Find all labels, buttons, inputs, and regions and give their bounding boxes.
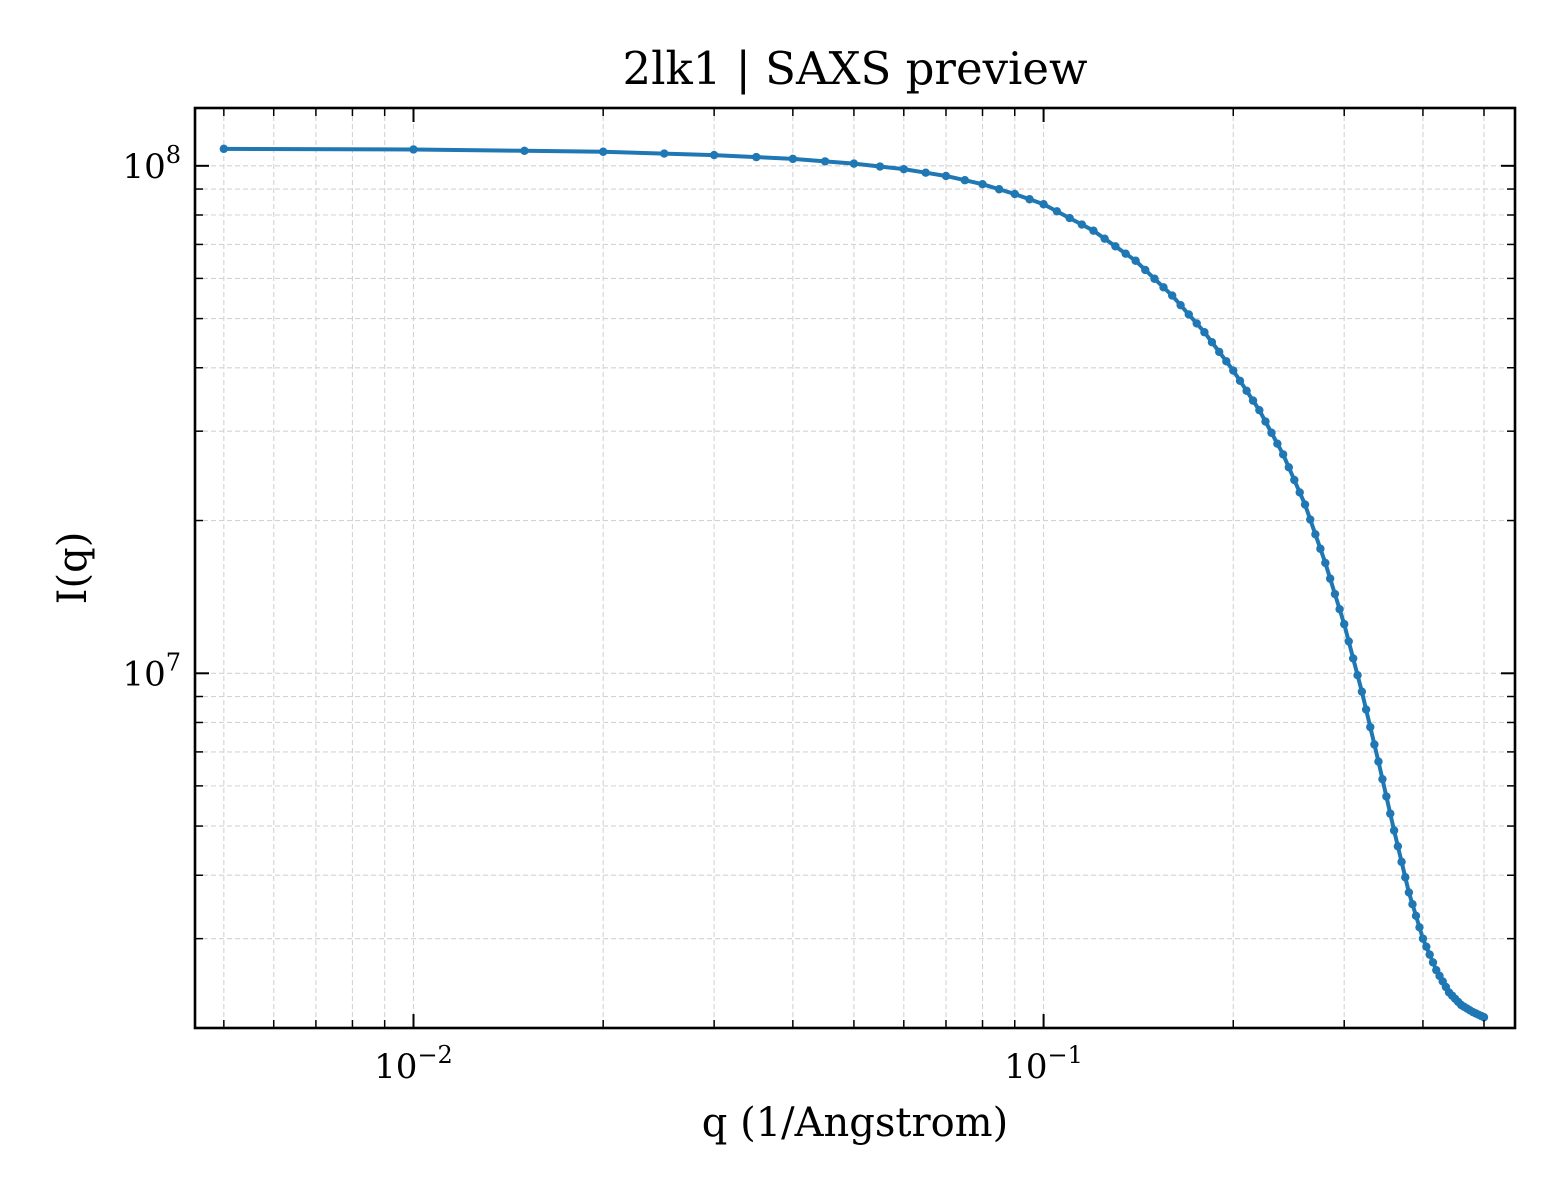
data-point bbox=[875, 162, 885, 171]
data-point bbox=[1261, 417, 1270, 426]
data-point bbox=[1382, 792, 1391, 801]
data-point bbox=[1344, 637, 1353, 646]
data-point bbox=[1052, 207, 1062, 216]
data-point bbox=[1422, 942, 1431, 951]
data-point bbox=[1300, 500, 1310, 509]
data-point bbox=[1361, 705, 1371, 714]
data-point bbox=[1404, 888, 1414, 897]
data-point bbox=[1131, 256, 1140, 265]
data-point bbox=[1267, 428, 1276, 437]
data-point bbox=[1065, 213, 1074, 223]
data-point bbox=[1200, 328, 1209, 337]
data-point bbox=[1089, 226, 1098, 235]
data-point bbox=[899, 164, 908, 174]
data-point bbox=[820, 157, 830, 166]
data-point bbox=[1366, 722, 1375, 732]
data-point bbox=[1340, 619, 1349, 629]
data-point bbox=[921, 168, 930, 177]
data-point bbox=[1479, 1013, 1489, 1022]
data-point bbox=[1389, 826, 1399, 835]
x-tick-label: 10−1 bbox=[1004, 1041, 1083, 1087]
data-point bbox=[1248, 396, 1258, 405]
data-point bbox=[1357, 687, 1367, 696]
data-point bbox=[1207, 337, 1217, 347]
data-point bbox=[1386, 809, 1395, 818]
data-point bbox=[1311, 530, 1320, 539]
data-point bbox=[788, 154, 798, 164]
data-point bbox=[1330, 589, 1340, 599]
x-axis-label: q (1/Angstrom) bbox=[702, 1100, 1008, 1146]
data-point bbox=[1167, 291, 1177, 300]
data-point bbox=[1121, 249, 1130, 258]
data-point bbox=[941, 171, 951, 181]
data-point bbox=[978, 180, 987, 189]
data-point bbox=[1255, 405, 1264, 415]
data-point bbox=[1141, 265, 1150, 275]
data-point bbox=[1353, 670, 1362, 680]
series-line bbox=[223, 146, 1485, 1020]
data-point bbox=[1235, 376, 1245, 385]
y-tick-label: 107 bbox=[122, 648, 181, 694]
data-point bbox=[1278, 450, 1288, 459]
data-point bbox=[849, 159, 859, 168]
data-point bbox=[1393, 842, 1403, 851]
data-point bbox=[1374, 757, 1383, 766]
data-point bbox=[1077, 220, 1087, 229]
data-point bbox=[1370, 740, 1379, 749]
data-point bbox=[1428, 958, 1438, 967]
data-point bbox=[1408, 900, 1417, 909]
axes-frame bbox=[193, 106, 1517, 1030]
data-point bbox=[1273, 439, 1282, 448]
data-point bbox=[1229, 366, 1238, 375]
data-point bbox=[1176, 300, 1185, 310]
data-point bbox=[1100, 234, 1109, 243]
data-point bbox=[994, 185, 1004, 194]
ticks: 10−2 10−1 107 108 bbox=[122, 108, 1515, 1087]
x-tick-label: 10−2 bbox=[374, 1041, 453, 1087]
data-point bbox=[409, 145, 418, 154]
data-point bbox=[1321, 558, 1330, 568]
data-point bbox=[1290, 475, 1299, 485]
data-point bbox=[1325, 574, 1335, 583]
data-point bbox=[1150, 274, 1159, 283]
chart-title: 2lk1 | SAXS preview bbox=[622, 42, 1087, 95]
data-point bbox=[1418, 934, 1428, 943]
data-point bbox=[1039, 200, 1048, 209]
data-point bbox=[660, 149, 669, 158]
series-layer bbox=[219, 144, 1489, 1022]
data-point bbox=[1295, 488, 1304, 497]
data-point bbox=[1184, 310, 1193, 319]
data-point bbox=[1010, 189, 1019, 199]
data-point bbox=[752, 152, 761, 162]
data-point bbox=[1111, 242, 1120, 251]
data-point bbox=[1222, 357, 1231, 366]
data-point bbox=[1316, 544, 1325, 553]
data-point bbox=[520, 146, 529, 155]
data-point bbox=[709, 150, 719, 160]
data-point bbox=[1415, 923, 1424, 932]
data-point bbox=[598, 147, 608, 156]
data-point bbox=[219, 144, 229, 154]
data-point bbox=[1242, 386, 1251, 396]
data-point bbox=[1335, 605, 1344, 614]
data-point bbox=[1411, 911, 1421, 921]
data-point bbox=[1192, 319, 1201, 328]
data-point bbox=[1159, 283, 1168, 292]
data-point bbox=[1397, 857, 1406, 867]
data-point bbox=[1425, 950, 1434, 959]
data-point bbox=[1348, 654, 1358, 663]
data-point bbox=[960, 176, 970, 185]
y-tick-label: 108 bbox=[122, 141, 181, 187]
data-point bbox=[1215, 347, 1224, 357]
y-axis-label: I(q) bbox=[50, 532, 96, 605]
data-point bbox=[1025, 195, 1034, 204]
data-point bbox=[1306, 515, 1315, 524]
data-point bbox=[1401, 873, 1410, 882]
data-point bbox=[1284, 463, 1293, 472]
grid bbox=[195, 108, 1515, 1029]
data-point bbox=[1378, 774, 1387, 784]
